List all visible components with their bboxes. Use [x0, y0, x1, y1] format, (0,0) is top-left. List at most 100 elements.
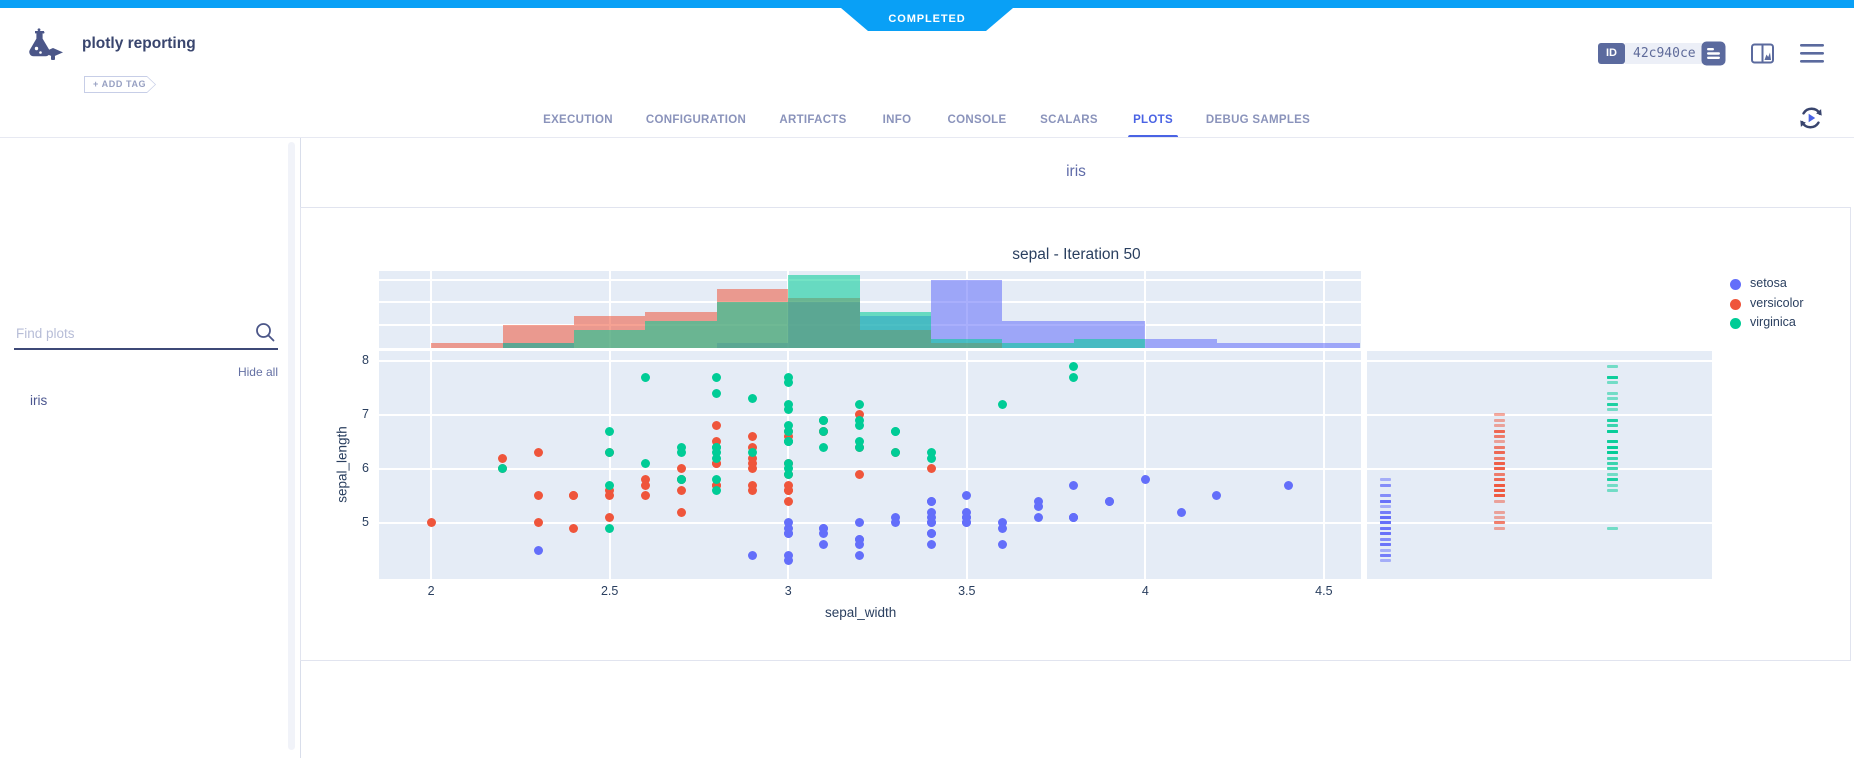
rug-mark-virginica[interactable]	[1607, 424, 1619, 428]
search-icon[interactable]	[254, 321, 276, 348]
scatter-point-setosa[interactable]	[1283, 480, 1293, 490]
scatter-point-setosa[interactable]	[783, 556, 793, 566]
scatter-point-virginica[interactable]	[855, 437, 865, 447]
legend-item-setosa[interactable]: setosa	[1730, 276, 1840, 292]
rug-mark-setosa[interactable]	[1380, 516, 1392, 520]
scatter-point-setosa[interactable]	[783, 529, 793, 539]
rug-mark-versicolor[interactable]	[1493, 456, 1505, 460]
rug-mark-setosa[interactable]	[1380, 483, 1392, 487]
scatter-panel[interactable]	[379, 351, 1361, 579]
rug-mark-versicolor[interactable]	[1493, 478, 1505, 482]
scatter-point-virginica[interactable]	[819, 415, 829, 425]
plotly-chart[interactable]: sepal - Iteration 50 2 2.5 3 3.5 4 4.5 5 6 7 8 sepa…	[301, 208, 1850, 660]
scatter-point-versicolor[interactable]	[533, 491, 543, 501]
rug-mark-setosa[interactable]	[1380, 532, 1392, 536]
scatter-point-virginica[interactable]	[783, 405, 793, 415]
scatter-point-setosa[interactable]	[855, 540, 865, 550]
scatter-point-versicolor[interactable]	[855, 469, 865, 479]
scatter-point-setosa[interactable]	[926, 518, 936, 528]
rug-mark-versicolor[interactable]	[1493, 472, 1505, 476]
rug-mark-virginica[interactable]	[1607, 462, 1619, 466]
scatter-point-versicolor[interactable]	[533, 518, 543, 528]
scatter-point-setosa[interactable]	[533, 545, 543, 555]
scatter-point-versicolor[interactable]	[569, 523, 579, 533]
scatter-point-versicolor[interactable]	[676, 507, 686, 517]
scatter-point-versicolor[interactable]	[605, 491, 615, 501]
scatter-point-virginica[interactable]	[855, 415, 865, 425]
hist-bar-versicolor[interactable]	[431, 343, 503, 348]
scatter-point-setosa[interactable]	[926, 507, 936, 517]
scatter-point-virginica[interactable]	[783, 426, 793, 436]
scatter-point-virginica[interactable]	[819, 442, 829, 452]
rug-mark-setosa[interactable]	[1380, 559, 1392, 563]
scatter-point-virginica[interactable]	[1069, 361, 1079, 371]
hist-bar-virginica[interactable]	[931, 338, 1003, 348]
rug-mark-virginica[interactable]	[1607, 408, 1619, 412]
rug-mark-virginica[interactable]	[1607, 402, 1619, 406]
rug-mark-virginica[interactable]	[1607, 381, 1619, 385]
scatter-point-virginica[interactable]	[783, 372, 793, 382]
split-view-icon[interactable]	[1750, 41, 1775, 71]
scatter-point-versicolor[interactable]	[748, 442, 758, 452]
scatter-point-setosa[interactable]	[819, 523, 829, 533]
scatter-point-setosa[interactable]	[926, 513, 936, 523]
hist-bar-setosa[interactable]	[1216, 343, 1289, 348]
scatter-point-versicolor[interactable]	[783, 480, 793, 490]
sidebar-scrollbar[interactable]	[288, 142, 295, 750]
scatter-point-virginica[interactable]	[712, 453, 722, 463]
rug-mark-setosa[interactable]	[1380, 510, 1392, 514]
rug-mark-virginica[interactable]	[1607, 429, 1619, 433]
scatter-point-versicolor[interactable]	[712, 480, 722, 490]
marginal-rug-panel[interactable]	[1367, 351, 1712, 579]
scatter-point-virginica[interactable]	[819, 426, 829, 436]
scatter-point-virginica[interactable]	[676, 448, 686, 458]
scatter-point-setosa[interactable]	[855, 550, 865, 560]
rug-mark-setosa[interactable]	[1380, 478, 1392, 482]
rug-mark-versicolor[interactable]	[1493, 483, 1505, 487]
scatter-point-versicolor[interactable]	[569, 491, 579, 501]
rug-mark-setosa[interactable]	[1380, 505, 1392, 509]
scatter-point-virginica[interactable]	[783, 378, 793, 388]
scatter-point-virginica[interactable]	[605, 448, 615, 458]
hist-bar-virginica[interactable]	[788, 275, 860, 348]
scatter-point-virginica[interactable]	[712, 442, 722, 452]
id-value[interactable]: 42c940ce	[1625, 43, 1704, 64]
scatter-point-virginica[interactable]	[890, 448, 900, 458]
rug-mark-virginica[interactable]	[1607, 451, 1619, 455]
rug-mark-versicolor[interactable]	[1493, 445, 1505, 449]
scatter-point-virginica[interactable]	[783, 421, 793, 431]
rug-mark-virginica[interactable]	[1607, 478, 1619, 482]
rug-mark-versicolor[interactable]	[1493, 435, 1505, 439]
scatter-point-virginica[interactable]	[855, 399, 865, 409]
scatter-point-virginica[interactable]	[712, 486, 722, 496]
scatter-point-virginica[interactable]	[676, 442, 686, 452]
scatter-point-setosa[interactable]	[1105, 496, 1115, 506]
rug-mark-virginica[interactable]	[1607, 456, 1619, 460]
scatter-point-setosa[interactable]	[997, 540, 1007, 550]
scatter-point-virginica[interactable]	[605, 480, 615, 490]
scatter-point-setosa[interactable]	[783, 523, 793, 533]
scatter-point-setosa[interactable]	[783, 518, 793, 528]
scatter-point-setosa[interactable]	[962, 507, 972, 517]
scatter-point-setosa[interactable]	[819, 540, 829, 550]
scatter-point-versicolor[interactable]	[748, 464, 758, 474]
scatter-point-setosa[interactable]	[748, 550, 758, 560]
rug-mark-virginica[interactable]	[1607, 489, 1619, 493]
tab-artifacts[interactable]: ARTIFACTS	[779, 114, 847, 126]
refresh-icon[interactable]	[1797, 104, 1825, 137]
tab-info[interactable]: INFO	[882, 114, 912, 126]
scatter-point-versicolor[interactable]	[748, 486, 758, 496]
scatter-point-setosa[interactable]	[926, 496, 936, 506]
scatter-point-versicolor[interactable]	[426, 518, 436, 528]
scatter-point-setosa[interactable]	[855, 534, 865, 544]
hist-bar-virginica[interactable]	[716, 302, 789, 348]
scatter-point-virginica[interactable]	[640, 372, 650, 382]
rug-mark-versicolor[interactable]	[1493, 521, 1505, 525]
scatter-point-virginica[interactable]	[783, 469, 793, 479]
rug-mark-virginica[interactable]	[1607, 483, 1619, 487]
scatter-point-versicolor[interactable]	[640, 491, 650, 501]
scatter-point-virginica[interactable]	[926, 453, 936, 463]
scatter-point-setosa[interactable]	[1069, 480, 1079, 490]
rug-mark-setosa[interactable]	[1380, 543, 1392, 547]
hist-bar-virginica[interactable]	[502, 343, 574, 348]
